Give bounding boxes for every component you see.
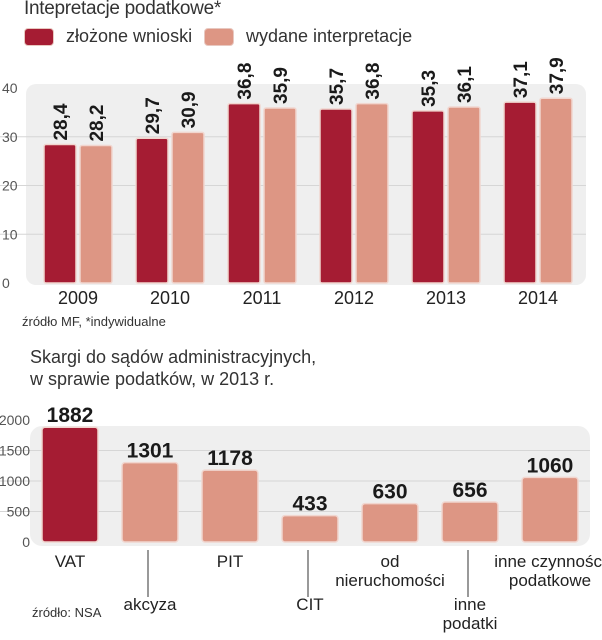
- chart2-xtick-label: podatkowe: [509, 571, 591, 590]
- chart2-xtick-label: CIT: [296, 595, 323, 614]
- chart1-ytick-label: 20: [2, 178, 18, 194]
- chart2-title-line: Skargi do sądów administracyjnych,: [30, 347, 317, 367]
- legend-item-issued: wydane interpretacje: [204, 26, 412, 47]
- chart1-bar: [411, 110, 445, 284]
- chart1-data-label: 37,1: [511, 61, 532, 98]
- chart1-ytick-label: 40: [2, 80, 18, 96]
- chart1-data-label: 36,8: [235, 63, 256, 100]
- chart1-data-label: 29,7: [143, 97, 164, 134]
- chart1-data-label: 28,2: [87, 105, 108, 142]
- chart1-xtick-label: 2010: [150, 288, 190, 308]
- chart2-xtick-label: PIT: [217, 552, 243, 571]
- chart1-svg: 0 10 20 30 40 28,4 28,2 2009 29,7 30,9 2010 36,8 35,…: [0, 57, 586, 308]
- chart1-source: źródło MF, *indywidualne: [22, 314, 166, 329]
- chart2-bar: [281, 514, 339, 543]
- chart1-xtick-label: 2011: [243, 288, 282, 308]
- legend-label: wydane interpretacje: [246, 26, 413, 46]
- chart1-bar: [355, 102, 389, 284]
- chart1-data-label: 35,3: [419, 70, 440, 107]
- chart1-data-label: 30,9: [179, 91, 200, 128]
- chart2-bar: [41, 426, 99, 543]
- chart2-xtick-label: od: [381, 552, 400, 571]
- chart2-ytick-label: 2000: [0, 412, 30, 428]
- chart2-bar: [201, 469, 259, 543]
- chart1-bar: [227, 102, 261, 284]
- chart1-bar: [319, 108, 353, 284]
- chart2-xtick-label: inne czynności: [494, 552, 602, 571]
- legend-swatch-dark-red: [24, 27, 54, 46]
- chart1-data-label: 36,8: [363, 63, 384, 100]
- chart2-bar: [441, 501, 499, 543]
- chart2-data-label: 630: [372, 481, 407, 504]
- chart1-bar: [263, 107, 297, 284]
- legend-swatch-salmon: [204, 27, 234, 46]
- chart1-bar: [135, 137, 169, 284]
- chart1-ytick-label: 0: [2, 275, 10, 291]
- chart2-xtick-label: akcyza: [124, 595, 177, 614]
- chart1-xtick-label: 2009: [58, 288, 98, 308]
- legend-label: złożone wnioski: [66, 26, 193, 46]
- chart1-bar: [79, 144, 113, 284]
- chart2-title-line: w sprawie podatków, w 2013 r.: [30, 369, 275, 389]
- chart2-data-label: 1301: [127, 440, 174, 463]
- chart1-xtick-label: 2014: [518, 288, 558, 308]
- legend-item-submitted: złożone wnioski: [24, 26, 192, 47]
- chart2-title: Skargi do sądów administracyjnych, w spr…: [30, 346, 316, 390]
- chart2-source: źródło: NSA: [32, 605, 102, 620]
- chart2-ytick-label: 500: [7, 504, 31, 520]
- chart2-xtick-label: VAT: [55, 552, 86, 571]
- chart1-data-label: 28,4: [51, 103, 72, 140]
- chart2-ytick-label: 0: [22, 534, 30, 550]
- chart1-ytick-label: 30: [2, 129, 18, 145]
- chart1-data-label: 37,9: [547, 57, 568, 94]
- chart2-data-label: 1882: [47, 404, 94, 427]
- chart2-xtick-label: podatki: [443, 614, 498, 633]
- chart2-data-label: 433: [292, 493, 327, 516]
- chart2-bar: [121, 461, 179, 543]
- chart1-title: Intepretacje podatkowe*: [24, 0, 221, 19]
- chart2-xtick-label: nieruchomości: [335, 571, 445, 590]
- chart1-ytick-label: 10: [2, 226, 18, 242]
- chart1-data-label: 36,1: [455, 66, 476, 103]
- chart2-data-label: 1178: [207, 447, 253, 470]
- chart1-bar: [503, 101, 537, 284]
- chart1-data-label: 35,7: [327, 68, 348, 105]
- chart2-xtick-label: inne: [454, 595, 486, 614]
- chart1-bar: [171, 131, 205, 284]
- chart2-data-label: 1060: [527, 454, 574, 477]
- chart1-data-label: 35,9: [271, 67, 292, 104]
- chart1-bar: [447, 106, 481, 284]
- chart2-ytick-label: 1000: [0, 473, 30, 489]
- chart2-bar: [521, 476, 579, 543]
- chart1-bar: [43, 143, 77, 284]
- chart1-bar: [539, 97, 573, 284]
- chart2-data-label: 656: [452, 479, 487, 502]
- chart2-bar: [361, 502, 419, 543]
- chart1-xtick-label: 2013: [426, 288, 466, 308]
- chart2-ytick-label: 1500: [0, 443, 30, 459]
- chart1-xtick-label: 2012: [334, 288, 374, 308]
